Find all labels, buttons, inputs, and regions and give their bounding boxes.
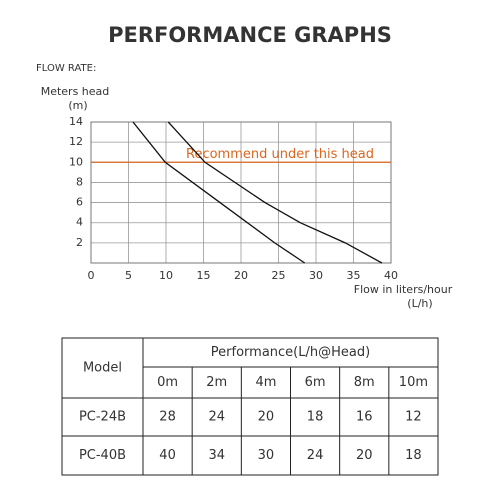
table-cell: 34 xyxy=(208,448,225,463)
column-header: 8m xyxy=(354,375,375,390)
table-cell: 16 xyxy=(356,410,373,425)
y-tick-label: 6 xyxy=(76,196,83,209)
x-axis-label: (L/h) xyxy=(407,297,432,310)
table-header: Model xyxy=(83,361,122,376)
x-tick-label: 10 xyxy=(159,269,173,282)
x-tick-label: 40 xyxy=(384,269,398,282)
column-header: 0m xyxy=(157,375,178,390)
table-header: Performance(L/h@Head) xyxy=(211,345,370,360)
table-cell: 20 xyxy=(356,448,373,463)
column-header: 2m xyxy=(206,375,227,390)
y-axis-label: Meters head xyxy=(41,85,110,98)
y-tick-label: 8 xyxy=(76,175,83,188)
table-border xyxy=(61,337,439,476)
curve xyxy=(132,121,306,264)
table: Model Performance(L/h@Head) 0m 2m 4m 6m 8m 10m P… xyxy=(61,337,439,476)
row-header: PC-40B xyxy=(79,448,126,463)
x-tick-label: 35 xyxy=(347,269,361,282)
x-tick-label: 30 xyxy=(309,269,323,282)
y-tick-label: 2 xyxy=(76,236,83,249)
subtitle: FLOW RATE: xyxy=(36,63,96,74)
y-axis-label: (m) xyxy=(68,99,87,112)
x-tick-label: 15 xyxy=(197,269,211,282)
table-cell: 24 xyxy=(307,448,324,463)
x-tick-label: 5 xyxy=(125,269,132,282)
y-tick-label: 4 xyxy=(76,216,83,229)
y-tick-label: 10 xyxy=(69,155,83,168)
table-cell: 18 xyxy=(405,448,422,463)
row-header: PC-24B xyxy=(79,410,126,425)
plot: 0 5 10 15 20 25 30 35 40 2 4 6 8 10 12 14 Recommend unde… xyxy=(69,115,398,282)
table-cell: 30 xyxy=(258,448,275,463)
x-tick-label: 20 xyxy=(234,269,248,282)
column-header: 10m xyxy=(399,375,428,390)
table-cell: 20 xyxy=(258,410,275,425)
chart-title: PERFORMANCE GRAPHS xyxy=(108,23,392,47)
y-tick-label: 12 xyxy=(69,135,83,148)
curve xyxy=(167,121,383,264)
table-cell: 24 xyxy=(208,410,225,425)
column-header: 6m xyxy=(305,375,326,390)
plot-frame xyxy=(90,121,392,264)
table-cell: 18 xyxy=(307,410,324,425)
table-cell: 40 xyxy=(159,448,176,463)
x-tick-label: 0 xyxy=(88,269,95,282)
annotation: Recommend under this head xyxy=(186,147,374,162)
x-axis-label: Flow in liters/hour xyxy=(354,283,453,296)
y-tick-label: 14 xyxy=(69,115,83,128)
table-cell: 28 xyxy=(159,410,176,425)
column-header: 4m xyxy=(255,375,276,390)
x-tick-label: 25 xyxy=(272,269,286,282)
table-cell: 12 xyxy=(405,410,422,425)
